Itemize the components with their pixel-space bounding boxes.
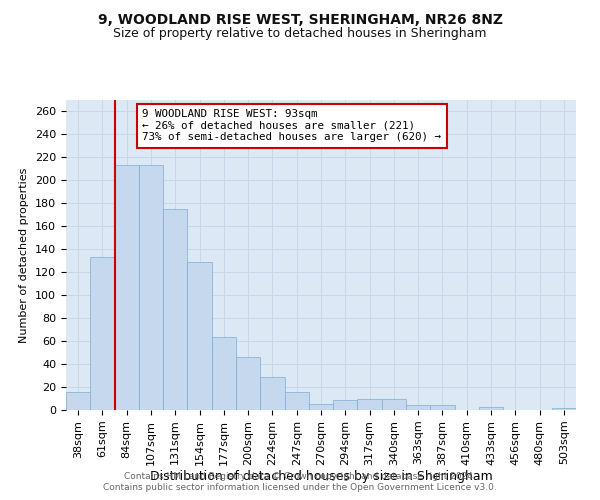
Text: Size of property relative to detached houses in Sheringham: Size of property relative to detached ho… (113, 28, 487, 40)
Y-axis label: Number of detached properties: Number of detached properties (19, 168, 29, 342)
Bar (382, 398, 406, 410)
Bar (358, 398, 382, 410)
Text: 9 WOODLAND RISE WEST: 93sqm
← 26% of detached houses are smaller (221)
73% of se: 9 WOODLAND RISE WEST: 93sqm ← 26% of det… (143, 110, 442, 142)
Bar (66, 392, 90, 410)
Bar (187, 262, 212, 410)
Text: Contains public sector information licensed under the Open Government Licence v3: Contains public sector information licen… (103, 484, 497, 492)
Bar (236, 357, 260, 410)
Bar (260, 376, 284, 410)
Bar (406, 406, 430, 410)
Bar (115, 166, 139, 410)
Bar (333, 400, 358, 410)
Bar (212, 336, 236, 410)
X-axis label: Distribution of detached houses by size in Sheringham: Distribution of detached houses by size … (149, 470, 493, 484)
Bar (479, 406, 503, 410)
Text: 9, WOODLAND RISE WEST, SHERINGHAM, NR26 8NZ: 9, WOODLAND RISE WEST, SHERINGHAM, NR26 … (97, 12, 503, 26)
Text: Contains HM Land Registry data © Crown copyright and database right 2024.: Contains HM Land Registry data © Crown c… (124, 472, 476, 481)
Bar (90, 258, 115, 410)
Bar (139, 166, 163, 410)
Bar (163, 209, 187, 410)
Bar (552, 408, 576, 410)
Bar (309, 404, 333, 410)
Bar (284, 392, 309, 410)
Bar (430, 406, 455, 410)
